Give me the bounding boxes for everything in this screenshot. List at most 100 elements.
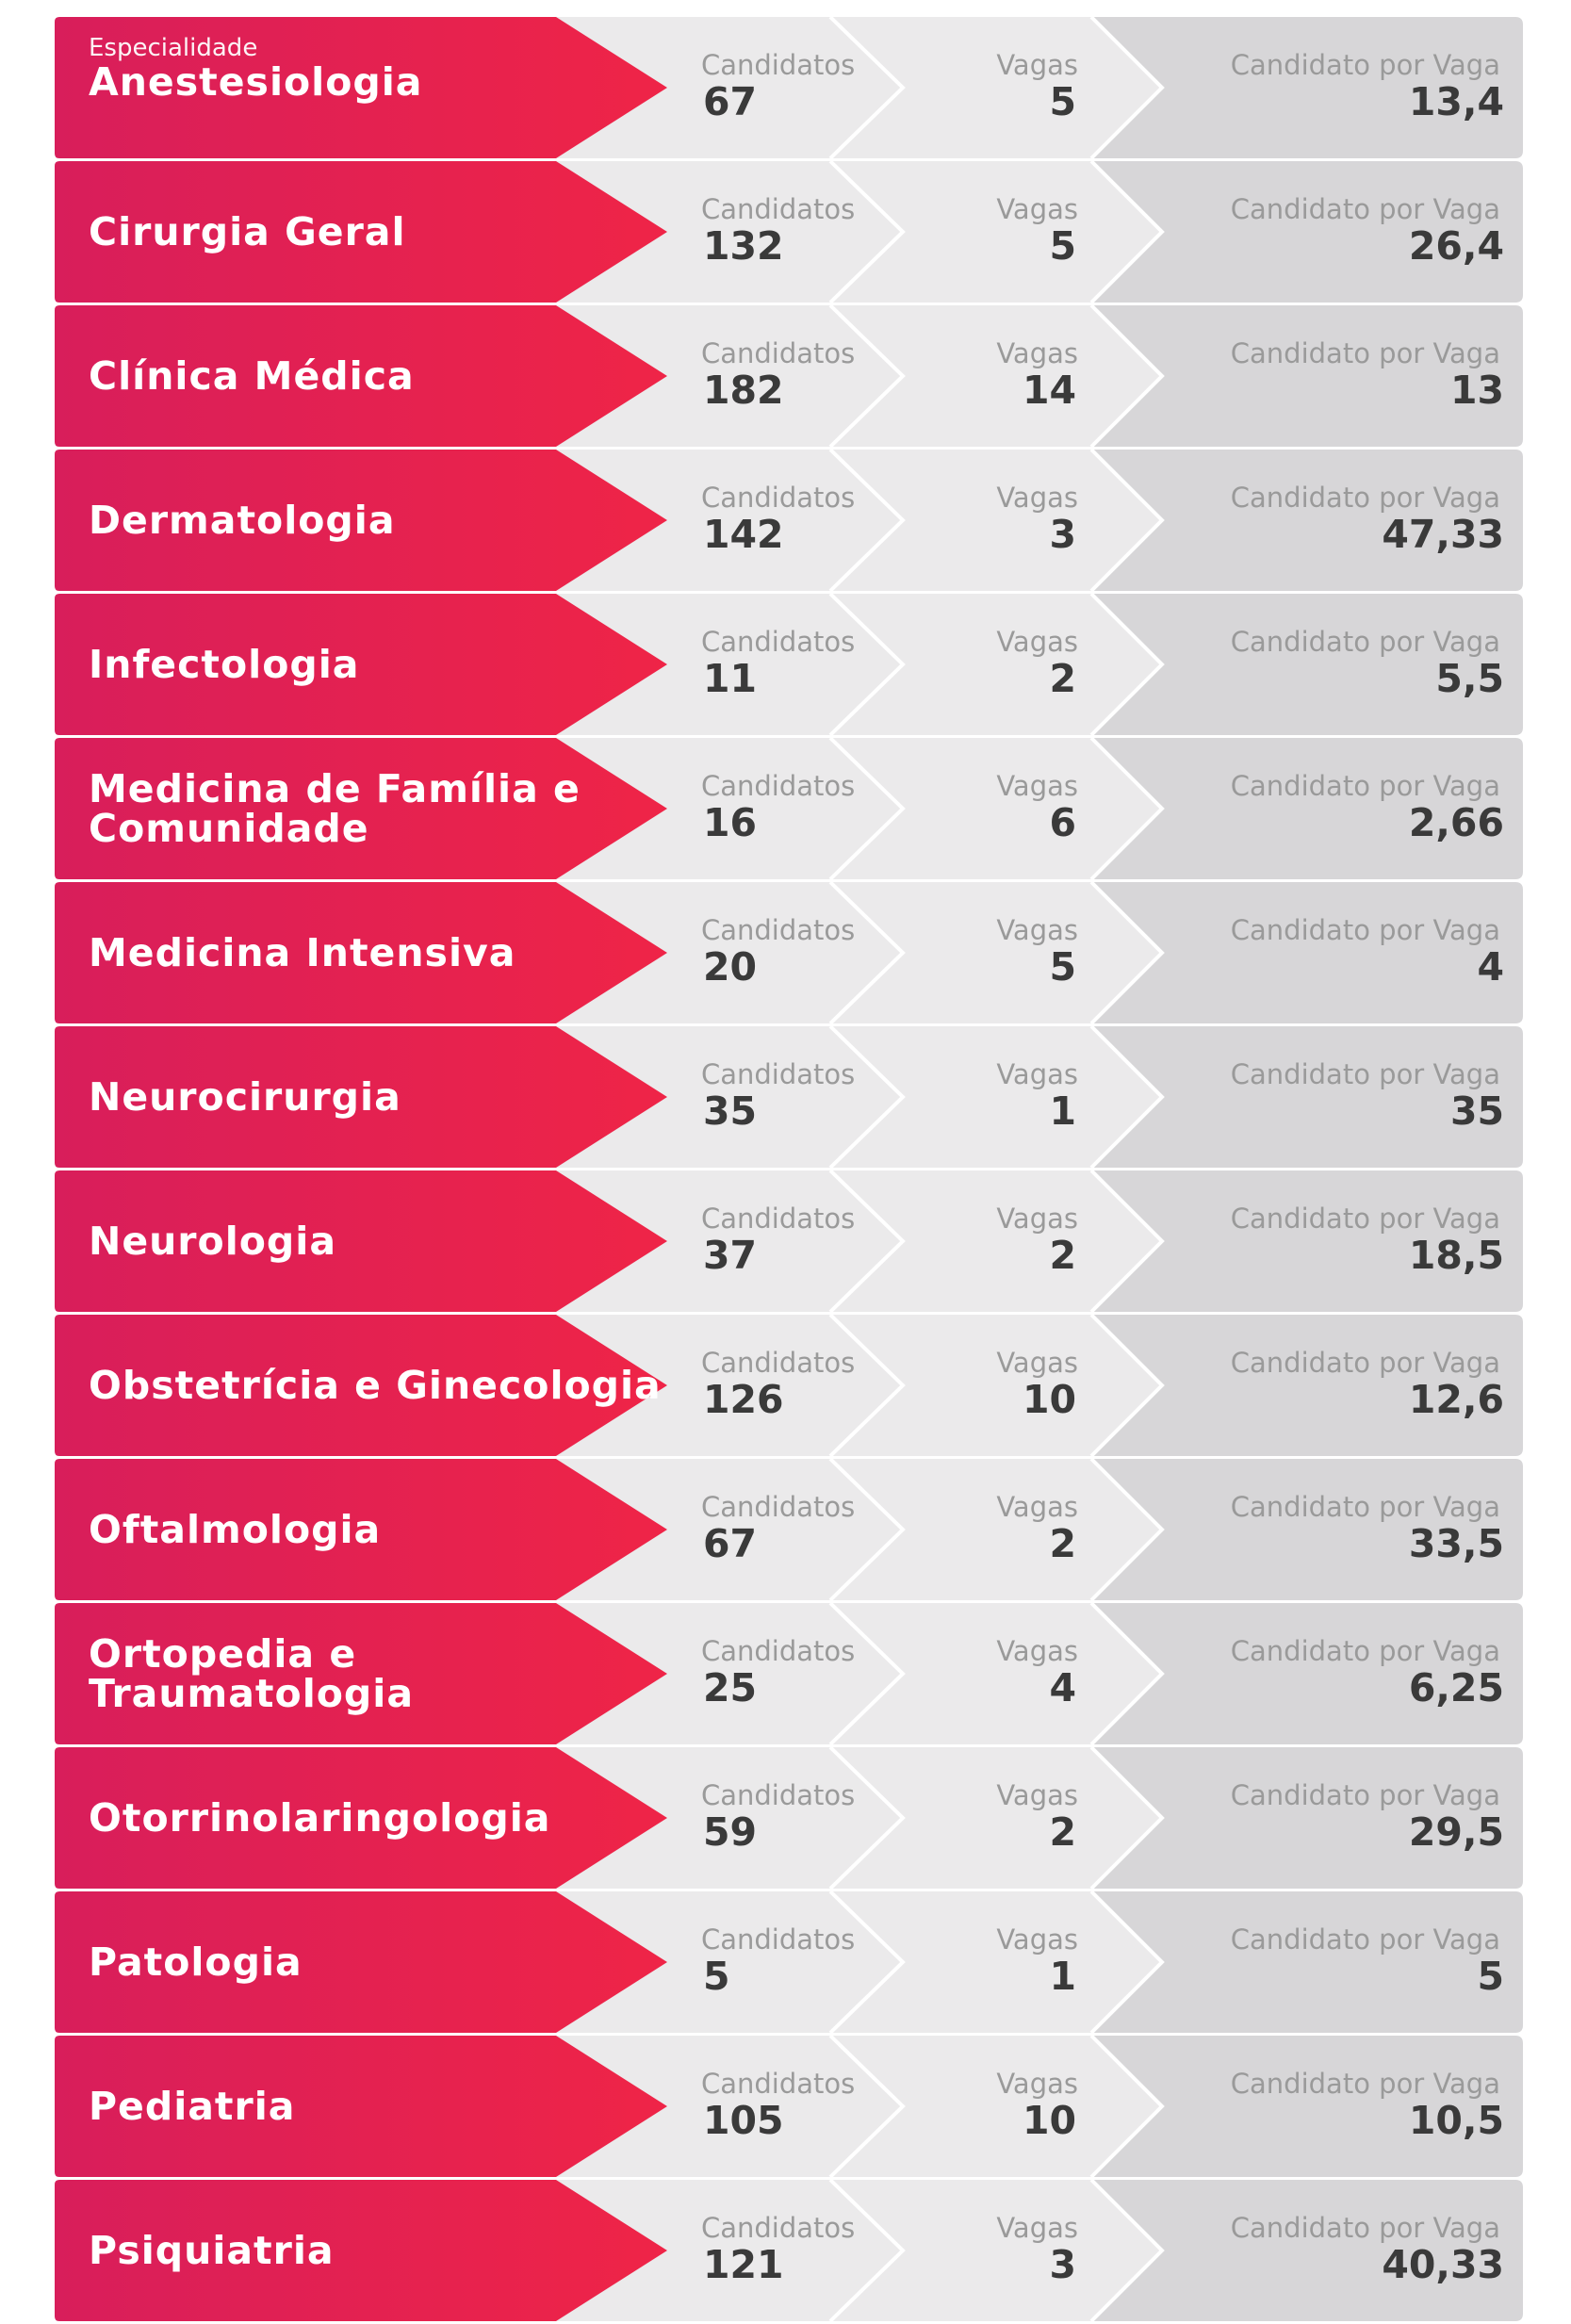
candidato-por-vaga-caption: Candidato por Vaga <box>1230 2212 1500 2244</box>
vagas-value: 5 <box>1049 944 1076 990</box>
gray-panel-left <box>554 882 905 1023</box>
specialty-name: Neurologia <box>89 1219 336 1264</box>
row-background <box>55 17 1523 158</box>
candidatos-value: 182 <box>703 368 784 413</box>
gray-panel-middle <box>830 1170 1164 1312</box>
gray-panel-middle <box>830 450 1164 591</box>
candidatos-caption: Candidatos <box>701 49 856 81</box>
table-row: Ortopedia e Traumatologia Candidatos 25 Vag… <box>55 1603 1523 1744</box>
vagas-value: 10 <box>1022 2098 1076 2143</box>
chevron-divider <box>828 1891 1165 2033</box>
vagas-caption: Vagas <box>996 914 1078 946</box>
chevron-divider <box>828 882 1165 1023</box>
table-row: Cirurgia Geral Candidatos 132 Vagas 5 Candida… <box>55 161 1523 303</box>
candidatos-value: 121 <box>703 2242 784 2287</box>
specialty-name: Clínica Médica <box>89 353 415 399</box>
specialty-arrow <box>55 1603 667 1744</box>
candidatos-value: 25 <box>703 1665 758 1710</box>
candidatos-caption: Candidatos <box>701 193 856 225</box>
specialty-name: Pediatria <box>89 2084 296 2129</box>
vagas-caption: Vagas <box>996 626 1078 658</box>
specialty-arrow <box>55 594 667 735</box>
table-row: Medicina Intensiva Candidatos 20 Vagas 5 Cand… <box>55 882 1523 1023</box>
gray-panel-right <box>1091 1459 1523 1600</box>
row-background <box>55 1603 1523 1744</box>
candidatos-value: 67 <box>703 79 758 124</box>
table-row: Dermatologia Candidatos 142 Vagas 3 Candidato… <box>55 450 1523 591</box>
gray-panel-middle <box>830 17 1164 158</box>
gray-panel-middle <box>830 882 1164 1023</box>
candidatos-caption: Candidatos <box>701 1347 856 1379</box>
gray-panel-right <box>1091 450 1523 591</box>
candidato-por-vaga-value: 13,4 <box>1408 79 1504 124</box>
specialty-arrow <box>55 1459 667 1600</box>
vagas-value: 6 <box>1049 800 1076 845</box>
candidato-por-vaga-caption: Candidato por Vaga <box>1230 1779 1500 1811</box>
candidato-por-vaga-caption: Candidato por Vaga <box>1230 2068 1500 2100</box>
candidatos-caption: Candidatos <box>701 1779 856 1811</box>
vagas-caption: Vagas <box>996 1058 1078 1090</box>
candidatos-value: 67 <box>703 1521 758 1566</box>
row-background <box>55 1315 1523 1456</box>
gray-panel-left <box>554 1315 905 1456</box>
specialty-name: Medicina Intensiva <box>89 930 516 975</box>
table-row: Oftalmologia Candidatos 67 Vagas 2 Candidato … <box>55 1459 1523 1600</box>
row-background <box>55 1891 1523 2033</box>
gray-panel-left <box>554 1459 905 1600</box>
gray-panel-right <box>1091 2036 1523 2177</box>
chevron-divider <box>828 1315 1165 1456</box>
table-row: Neurologia Candidatos 37 Vagas 2 Candidato po… <box>55 1170 1523 1312</box>
specialty-arrow <box>55 1026 667 1168</box>
vagas-caption: Vagas <box>996 1635 1078 1667</box>
specialty-name: Neurocirurgia <box>89 1074 401 1120</box>
specialty-name: Medicina de Família e Comunidade <box>89 766 581 851</box>
vagas-caption: Vagas <box>996 2212 1078 2244</box>
specialty-name: Cirurgia Geral <box>89 209 406 254</box>
table-row: Medicina de Família e Comunidade Candidat… <box>55 738 1523 879</box>
candidato-por-vaga-value: 5 <box>1477 1954 1504 1999</box>
candidato-por-vaga-value: 40,33 <box>1382 2242 1504 2287</box>
candidato-por-vaga-caption: Candidato por Vaga <box>1230 1058 1500 1090</box>
candidatos-caption: Candidatos <box>701 337 856 369</box>
candidato-por-vaga-value: 5,5 <box>1435 656 1504 701</box>
row-background <box>55 1026 1523 1168</box>
candidato-por-vaga-caption: Candidato por Vaga <box>1230 1491 1500 1523</box>
candidato-por-vaga-value: 10,5 <box>1408 2098 1504 2143</box>
specialty-name: Psiquiatria <box>89 2228 335 2273</box>
vagas-caption: Vagas <box>996 482 1078 514</box>
candidato-por-vaga-value: 18,5 <box>1408 1233 1504 1278</box>
table-row: Obstetrícia e Ginecologia Candidatos 126 Va… <box>55 1315 1523 1456</box>
table-row: Pediatria Candidatos 105 Vagas 10 Candidato p… <box>55 2036 1523 2177</box>
vagas-value: 2 <box>1049 656 1076 701</box>
candidato-por-vaga-value: 47,33 <box>1382 512 1504 557</box>
gray-panel-left <box>554 1747 905 1889</box>
candidato-por-vaga-caption: Candidato por Vaga <box>1230 1635 1500 1667</box>
candidatos-caption: Candidatos <box>701 2212 856 2244</box>
candidato-por-vaga-value: 26,4 <box>1408 223 1504 269</box>
specialty-arrow <box>55 1891 667 2033</box>
gray-panel-right <box>1091 738 1523 879</box>
gray-panel-left <box>554 1603 905 1744</box>
candidatos-value: 37 <box>703 1233 758 1278</box>
vagas-value: 2 <box>1049 1521 1076 1566</box>
specialty-name: Anestesiologia <box>89 59 423 105</box>
specialty-arrow <box>55 1170 667 1312</box>
specialty-name: Oftalmologia <box>89 1507 382 1552</box>
specialty-arrow <box>55 2036 667 2177</box>
specialty-name: Otorrinolaringologia <box>89 1795 551 1841</box>
vagas-caption: Vagas <box>996 1779 1078 1811</box>
chevron-divider <box>828 1747 1165 1889</box>
table-row: Psiquiatria Candidatos 121 Vagas 3 Candidato … <box>55 2180 1523 2321</box>
specialty-name: Obstetrícia e Ginecologia <box>89 1363 662 1408</box>
vagas-caption: Vagas <box>996 770 1078 802</box>
gray-panel-right <box>1091 305 1523 447</box>
candidatos-value: 11 <box>703 656 758 701</box>
gray-panel-middle <box>830 738 1164 879</box>
vagas-value: 2 <box>1049 1233 1076 1278</box>
gray-panel-left <box>554 1170 905 1312</box>
vagas-value: 5 <box>1049 223 1076 269</box>
gray-panel-right <box>1091 882 1523 1023</box>
table-row: Patologia Candidatos 5 Vagas 1 Candidato por … <box>55 1891 1523 2033</box>
gray-panel-right <box>1091 1026 1523 1168</box>
candidato-por-vaga-value: 2,66 <box>1408 800 1504 845</box>
